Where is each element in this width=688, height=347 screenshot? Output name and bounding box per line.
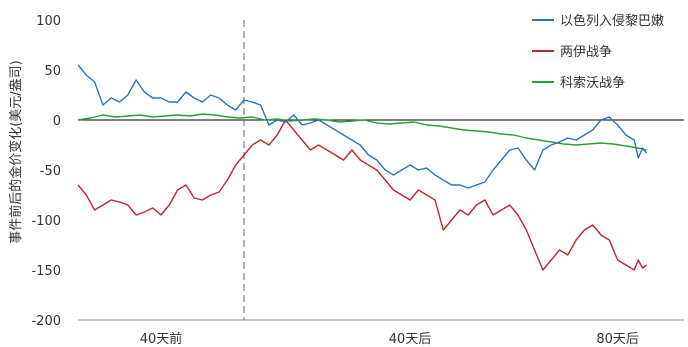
x-tick-label: 40天前	[140, 331, 183, 347]
y-tick-label: -200	[31, 314, 61, 329]
y-tick-label: -150	[31, 264, 61, 279]
legend-label: 两伊战争	[560, 45, 612, 60]
y-tick-label: -50	[40, 164, 61, 179]
series-line-1	[77, 64, 648, 189]
legend-label: 以色列入侵黎巴嫩	[560, 13, 664, 29]
y-tick-label: -100	[31, 214, 61, 229]
legend-label: 科索沃战争	[560, 76, 625, 91]
y-tick-label: 100	[36, 14, 61, 29]
series-layer	[77, 64, 648, 271]
chart-axes: 100 50 0 -50 -100 -150 -200 事件前后的金价变化(美元/盎司) 40天…	[8, 14, 684, 347]
x-tick-label: 80天后	[596, 332, 639, 347]
y-tick-label: 50	[44, 64, 61, 79]
series-line-2	[77, 119, 648, 271]
y-axis-title: 事件前后的金价变化(美元/盎司)	[8, 60, 24, 244]
y-tick-label: 0	[53, 114, 61, 129]
series-line-3	[77, 113, 647, 151]
x-tick-label: 40天后	[389, 332, 432, 347]
